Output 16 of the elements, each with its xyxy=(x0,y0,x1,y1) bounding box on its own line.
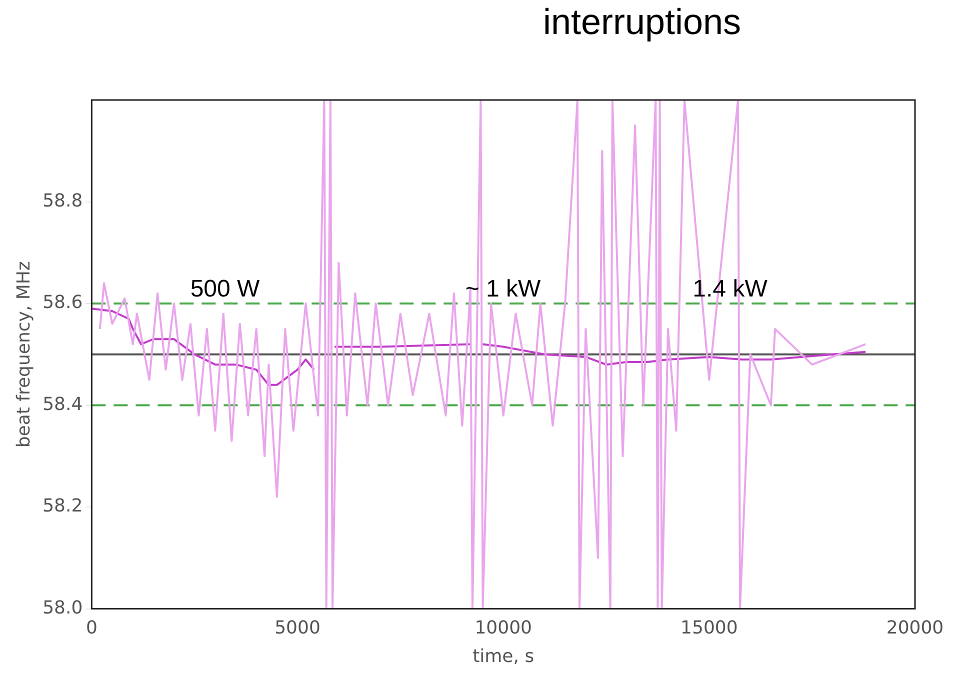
y-tick-label: 58.4 xyxy=(42,394,83,415)
x-tick-label: 0 xyxy=(86,617,98,638)
y-tick-label: 58.0 xyxy=(42,597,83,618)
x-tick-label: 5000 xyxy=(274,617,320,638)
y-tick-label: 58.6 xyxy=(42,292,83,314)
annotation: ~ 1 kW xyxy=(465,276,542,303)
annotation: 1.4 kW xyxy=(692,276,768,303)
text: interruptions xyxy=(542,0,742,42)
y-tick-label: 58.8 xyxy=(42,190,83,212)
y-axis-title: beat frequency, MHz xyxy=(13,261,34,448)
x-axis-title: time, s xyxy=(472,646,534,667)
x-tick-label: 20000 xyxy=(886,617,944,638)
x-tick-label: 10000 xyxy=(474,617,532,638)
annotation: 500 W xyxy=(190,276,260,303)
x-tick-label: 15000 xyxy=(680,617,738,638)
y-tick-label: 58.2 xyxy=(42,496,83,517)
